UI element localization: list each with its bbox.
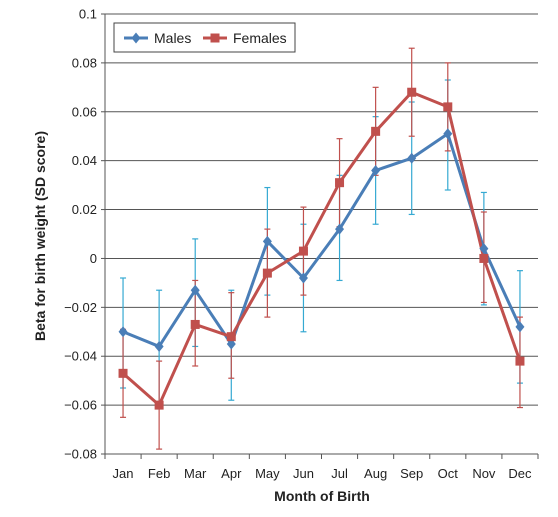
x-tick-label: Oct — [438, 466, 459, 481]
gridlines — [105, 13, 538, 455]
data-point-females — [335, 178, 345, 188]
data-point-males — [226, 338, 236, 350]
tick-labels: 0.1 0.08 0.06 0.04 0.02 0 −0.02 −0.04 −0.06 −0.08… — [64, 7, 532, 482]
legend: Males Females — [113, 22, 296, 53]
data-point-males — [154, 340, 164, 352]
axes — [101, 13, 539, 459]
x-tick-label: Aug — [364, 466, 387, 481]
legend-label-females: Females — [233, 30, 287, 46]
error-bars — [120, 47, 523, 450]
series-markers — [118, 87, 525, 410]
data-point-males — [443, 128, 453, 140]
legend-marker-females — [210, 33, 220, 43]
x-tick-label: Jun — [293, 466, 314, 481]
legend-label-males: Males — [154, 30, 191, 46]
x-tick-label: Apr — [221, 466, 242, 481]
data-point-males — [407, 152, 417, 164]
data-point-females — [443, 102, 453, 112]
y-tick-label: 0 — [90, 251, 97, 266]
x-tick-label: Feb — [148, 466, 170, 481]
series-line-females — [122, 90, 522, 407]
y-tick-label: −0.02 — [64, 300, 97, 315]
data-point-females — [190, 319, 200, 329]
y-tick-label: 0.08 — [72, 55, 97, 70]
data-point-males — [335, 223, 345, 235]
data-point-females — [407, 87, 417, 97]
x-tick-label: Nov — [472, 466, 496, 481]
data-point-males — [118, 326, 128, 338]
y-tick-label: −0.06 — [64, 398, 97, 413]
y-tick-label: 0.06 — [72, 104, 97, 119]
data-point-females — [479, 253, 489, 263]
x-tick-label: Dec — [508, 466, 532, 481]
x-tick-label: May — [255, 466, 280, 481]
data-point-males — [190, 284, 200, 296]
x-tick-label: Jul — [331, 466, 348, 481]
y-axis-title: Beta for birth weight (SD score) — [32, 131, 48, 341]
data-point-males — [298, 272, 308, 284]
data-point-females — [298, 246, 308, 256]
data-point-females — [154, 400, 164, 410]
data-point-females — [226, 332, 236, 342]
series-lines — [122, 90, 522, 407]
data-point-females — [262, 268, 272, 278]
data-point-males — [262, 235, 272, 247]
y-tick-label: −0.08 — [64, 447, 97, 462]
x-tick-label: Jan — [113, 466, 134, 481]
x-axis-title: Month of Birth — [274, 488, 370, 504]
data-point-females — [118, 368, 128, 378]
data-point-females — [371, 126, 381, 136]
data-point-males — [371, 164, 381, 176]
y-tick-label: 0.02 — [72, 202, 97, 217]
x-tick-label: Sep — [400, 466, 423, 481]
data-point-females — [515, 356, 525, 366]
data-point-males — [479, 243, 489, 255]
y-tick-label: −0.04 — [64, 349, 97, 364]
data-point-males — [515, 321, 525, 333]
y-tick-label: 0.1 — [79, 7, 97, 22]
x-tick-label: Mar — [184, 466, 207, 481]
series-line-males — [122, 132, 522, 348]
y-tick-label: 0.04 — [72, 153, 97, 168]
legend-marker-males — [131, 32, 141, 44]
